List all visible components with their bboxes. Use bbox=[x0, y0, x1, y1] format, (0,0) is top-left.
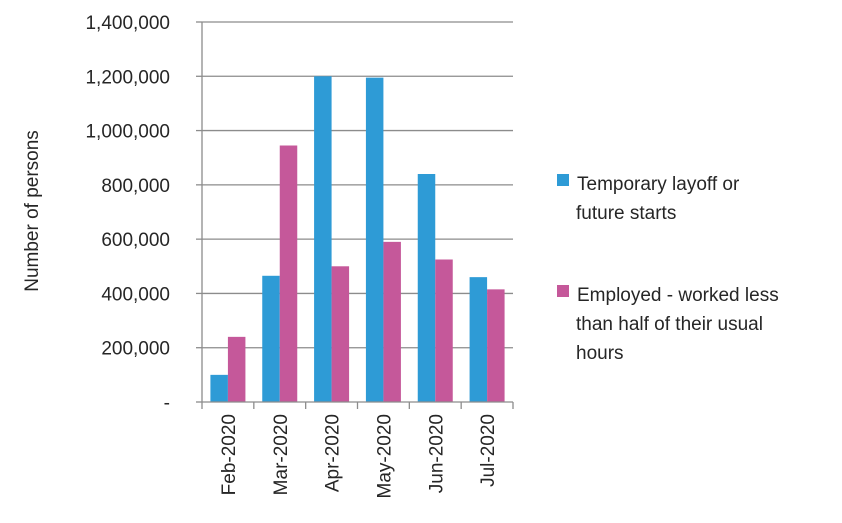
bars bbox=[210, 76, 505, 403]
bar-temporary-layoff-mar-2020 bbox=[262, 275, 280, 402]
y-tick-labels: - 200,000 400,000 600,000 800,000 1,000,000 1,… bbox=[85, 13, 170, 414]
bar-temporary-layoff-apr-2020 bbox=[314, 76, 332, 403]
y-tick-label: 200,000 bbox=[101, 339, 170, 360]
x-tick-label: Mar-2020 bbox=[271, 414, 292, 495]
bar-temporary-layoff-feb-2020 bbox=[210, 374, 228, 402]
x-tick-label: Jun-2020 bbox=[426, 414, 447, 493]
bar-temporary-layoff-may-2020 bbox=[365, 77, 384, 403]
legend: Temporary layoff or future starts Employed… bbox=[557, 174, 779, 364]
x-tick-label: Jul-2020 bbox=[478, 414, 499, 487]
x-tick-label: Feb-2020 bbox=[219, 414, 240, 495]
y-tick-label: 1,400,000 bbox=[85, 13, 170, 34]
legend-label: future starts bbox=[576, 203, 676, 224]
y-tick-label: 1,200,000 bbox=[85, 67, 170, 88]
y-tick-label: 600,000 bbox=[101, 230, 170, 251]
bar-temporary-layoff-jul-2020 bbox=[469, 277, 488, 402]
legend-swatch bbox=[557, 285, 569, 297]
y-tick-label: 1,000,000 bbox=[85, 122, 170, 143]
bar-worked-less-half-jul-2020 bbox=[487, 289, 505, 402]
bar-worked-less-half-may-2020 bbox=[383, 241, 401, 402]
bar-worked-less-half-mar-2020 bbox=[279, 145, 298, 402]
bar-worked-less-half-feb-2020 bbox=[227, 336, 246, 402]
legend-label: Employed - worked less bbox=[577, 285, 779, 306]
bar-worked-less-half-apr-2020 bbox=[331, 266, 350, 402]
y-tick-label: 400,000 bbox=[101, 284, 170, 305]
legend-swatch bbox=[557, 174, 569, 186]
legend-label: hours bbox=[576, 343, 624, 364]
bar-worked-less-half-jun-2020 bbox=[435, 259, 453, 402]
y-axis-title: Number of persons bbox=[22, 130, 43, 292]
legend-label: Temporary layoff or bbox=[577, 174, 740, 195]
y-tick-label: 800,000 bbox=[101, 176, 170, 197]
gridlines bbox=[202, 21, 513, 349]
axes bbox=[196, 21, 514, 409]
x-tick-label: May-2020 bbox=[374, 414, 395, 499]
y-tick-label: - bbox=[164, 393, 170, 414]
x-tick-labels: Feb-2020 Mar-2020 Apr-2020 May-2020 Jun-2020… bbox=[219, 414, 499, 499]
x-tick-label: Apr-2020 bbox=[323, 414, 344, 492]
bar-temporary-layoff-jun-2020 bbox=[417, 174, 436, 402]
legend-label: than half of their usual bbox=[576, 314, 763, 335]
